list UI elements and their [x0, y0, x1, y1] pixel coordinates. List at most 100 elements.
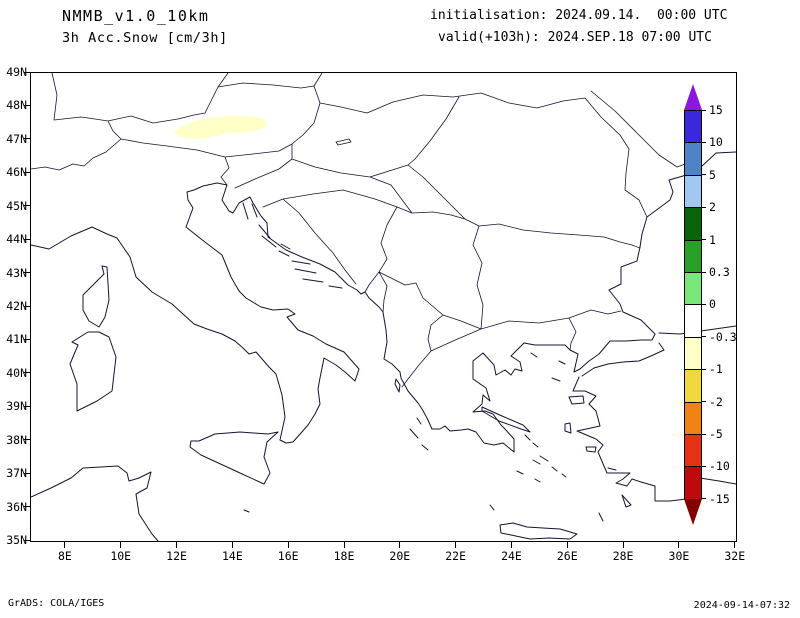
colorbar-segment	[685, 143, 701, 176]
colorbar-tick-mark	[702, 109, 706, 111]
lat-tick-mark	[24, 539, 30, 541]
lon-tick-mark	[678, 542, 680, 548]
lon-tick-mark	[566, 542, 568, 548]
colorbar-segment	[685, 434, 701, 468]
colorbar-tick-mark	[702, 174, 706, 176]
colorbar-tick-label: 1	[709, 232, 716, 247]
lat-tick-mark	[24, 472, 30, 474]
lon-tick-label: 18E	[333, 549, 355, 563]
lat-tick-label: 42N	[6, 299, 27, 313]
lon-tick-label: 10E	[110, 549, 132, 563]
valid-time-text: valid(+103h): 2024.SEP.18 07:00 UTC	[438, 30, 712, 45]
lon-tick-label: 8E	[57, 549, 72, 563]
lon-tick-label: 32E	[724, 549, 746, 563]
lat-tick-mark	[24, 405, 30, 407]
colorbar-tick-mark	[702, 271, 706, 273]
lat-tick-label: 48N	[6, 98, 27, 113]
lat-tick-label: 45N	[6, 198, 27, 213]
country-borders-path	[31, 73, 689, 388]
colorbar-tick-label: 5	[709, 167, 716, 182]
colorbar-tick-mark	[702, 239, 706, 241]
lat-tick-mark	[24, 305, 30, 307]
grads-credit: GrADS: COLA/IGES	[8, 598, 105, 609]
colorbar-tick-mark	[702, 465, 706, 467]
islands-path	[69, 202, 632, 540]
colorbar-tick-mark	[702, 433, 706, 435]
lat-tick-label: 35N	[6, 533, 27, 547]
colorbar-segment	[685, 305, 701, 338]
colorbar-arrow-down	[684, 498, 702, 525]
lon-tick-label: 26E	[556, 549, 578, 563]
field-title: 3h Acc.Snow [cm/3h]	[62, 30, 228, 46]
colorbar-tick-mark	[702, 141, 706, 143]
lon-tick-label: 20E	[389, 549, 411, 563]
colorbar-arrow-up	[684, 84, 702, 110]
map-canvas	[31, 73, 736, 541]
colorbar-tick-mark	[702, 368, 706, 370]
lat-tick-label: 43N	[6, 265, 27, 280]
lon-tick-label: 22E	[445, 549, 467, 563]
lat-tick-label: 39N	[6, 399, 27, 414]
lat-tick-label: 41N	[6, 332, 27, 347]
lat-tick-label: 38N	[6, 432, 27, 447]
colorbar-tick-label: -1	[709, 362, 723, 377]
lat-tick-label: 49N	[6, 65, 27, 79]
initialisation-text: initialisation: 2024.09.14. 00:00 UTC	[430, 8, 728, 23]
lon-tick-label: 30E	[668, 549, 690, 563]
lon-tick-mark	[120, 542, 122, 548]
colorbar-tick-label: -10	[709, 459, 730, 474]
lon-tick-mark	[231, 542, 233, 548]
colorbar-tick-mark	[702, 498, 706, 500]
map-frame	[30, 72, 737, 542]
lon-tick-mark	[287, 542, 289, 548]
lat-tick-label: 47N	[6, 131, 27, 146]
lon-tick-label: 28E	[612, 549, 634, 563]
lat-tick-mark	[24, 338, 30, 340]
colorbar-tick-label: -0.3	[709, 329, 737, 344]
colorbar-segment	[685, 111, 701, 144]
colorbar	[684, 110, 702, 500]
colorbar-tick-label: 0.3	[709, 265, 730, 279]
lat-tick-mark	[24, 205, 30, 207]
colorbar-segment	[685, 337, 701, 371]
lon-tick-label: 14E	[221, 549, 243, 563]
lon-tick-mark	[176, 542, 178, 548]
lon-tick-label: 12E	[166, 549, 187, 563]
lon-tick-mark	[399, 542, 401, 548]
colorbar-segment	[685, 175, 701, 209]
lon-tick-label: 16E	[277, 549, 299, 563]
lon-tick-mark	[343, 542, 345, 548]
colorbar-segment	[685, 402, 701, 435]
colorbar-tick-mark	[702, 336, 706, 338]
lon-tick-mark	[510, 542, 512, 548]
colorbar-tick-label: -15	[709, 491, 730, 506]
lat-tick-mark	[24, 104, 30, 106]
snow-accumulation-patch	[174, 115, 267, 139]
colorbar-tick-mark	[702, 206, 706, 208]
colorbar-tick-label: -2	[709, 394, 723, 409]
creation-timestamp: 2024-09-14-07:32	[693, 600, 790, 611]
colorbar-tick-label: 2	[709, 200, 716, 215]
lat-tick-label: 36N	[6, 499, 27, 514]
colorbar-segment	[685, 467, 701, 500]
lat-tick-mark	[24, 272, 30, 274]
colorbar-segment	[685, 208, 701, 241]
lon-tick-mark	[734, 542, 736, 548]
lat-tick-label: 46N	[6, 165, 27, 180]
lat-tick-mark	[24, 372, 30, 374]
lat-tick-mark	[24, 171, 30, 173]
lon-tick-mark	[64, 542, 66, 548]
colorbar-segment	[685, 272, 701, 306]
lat-tick-label: 37N	[6, 466, 27, 481]
lat-tick-label: 44N	[6, 232, 27, 247]
lon-tick-mark	[622, 542, 624, 548]
colorbar-tick-label: 10	[709, 135, 723, 150]
lon-tick-label: 24E	[501, 549, 522, 563]
lat-tick-label: 40N	[6, 365, 27, 380]
coastline-path	[31, 151, 736, 541]
lat-tick-mark	[24, 138, 30, 140]
colorbar-segment	[685, 240, 701, 273]
lat-tick-mark	[24, 71, 30, 73]
colorbar-tick-mark	[702, 303, 706, 305]
